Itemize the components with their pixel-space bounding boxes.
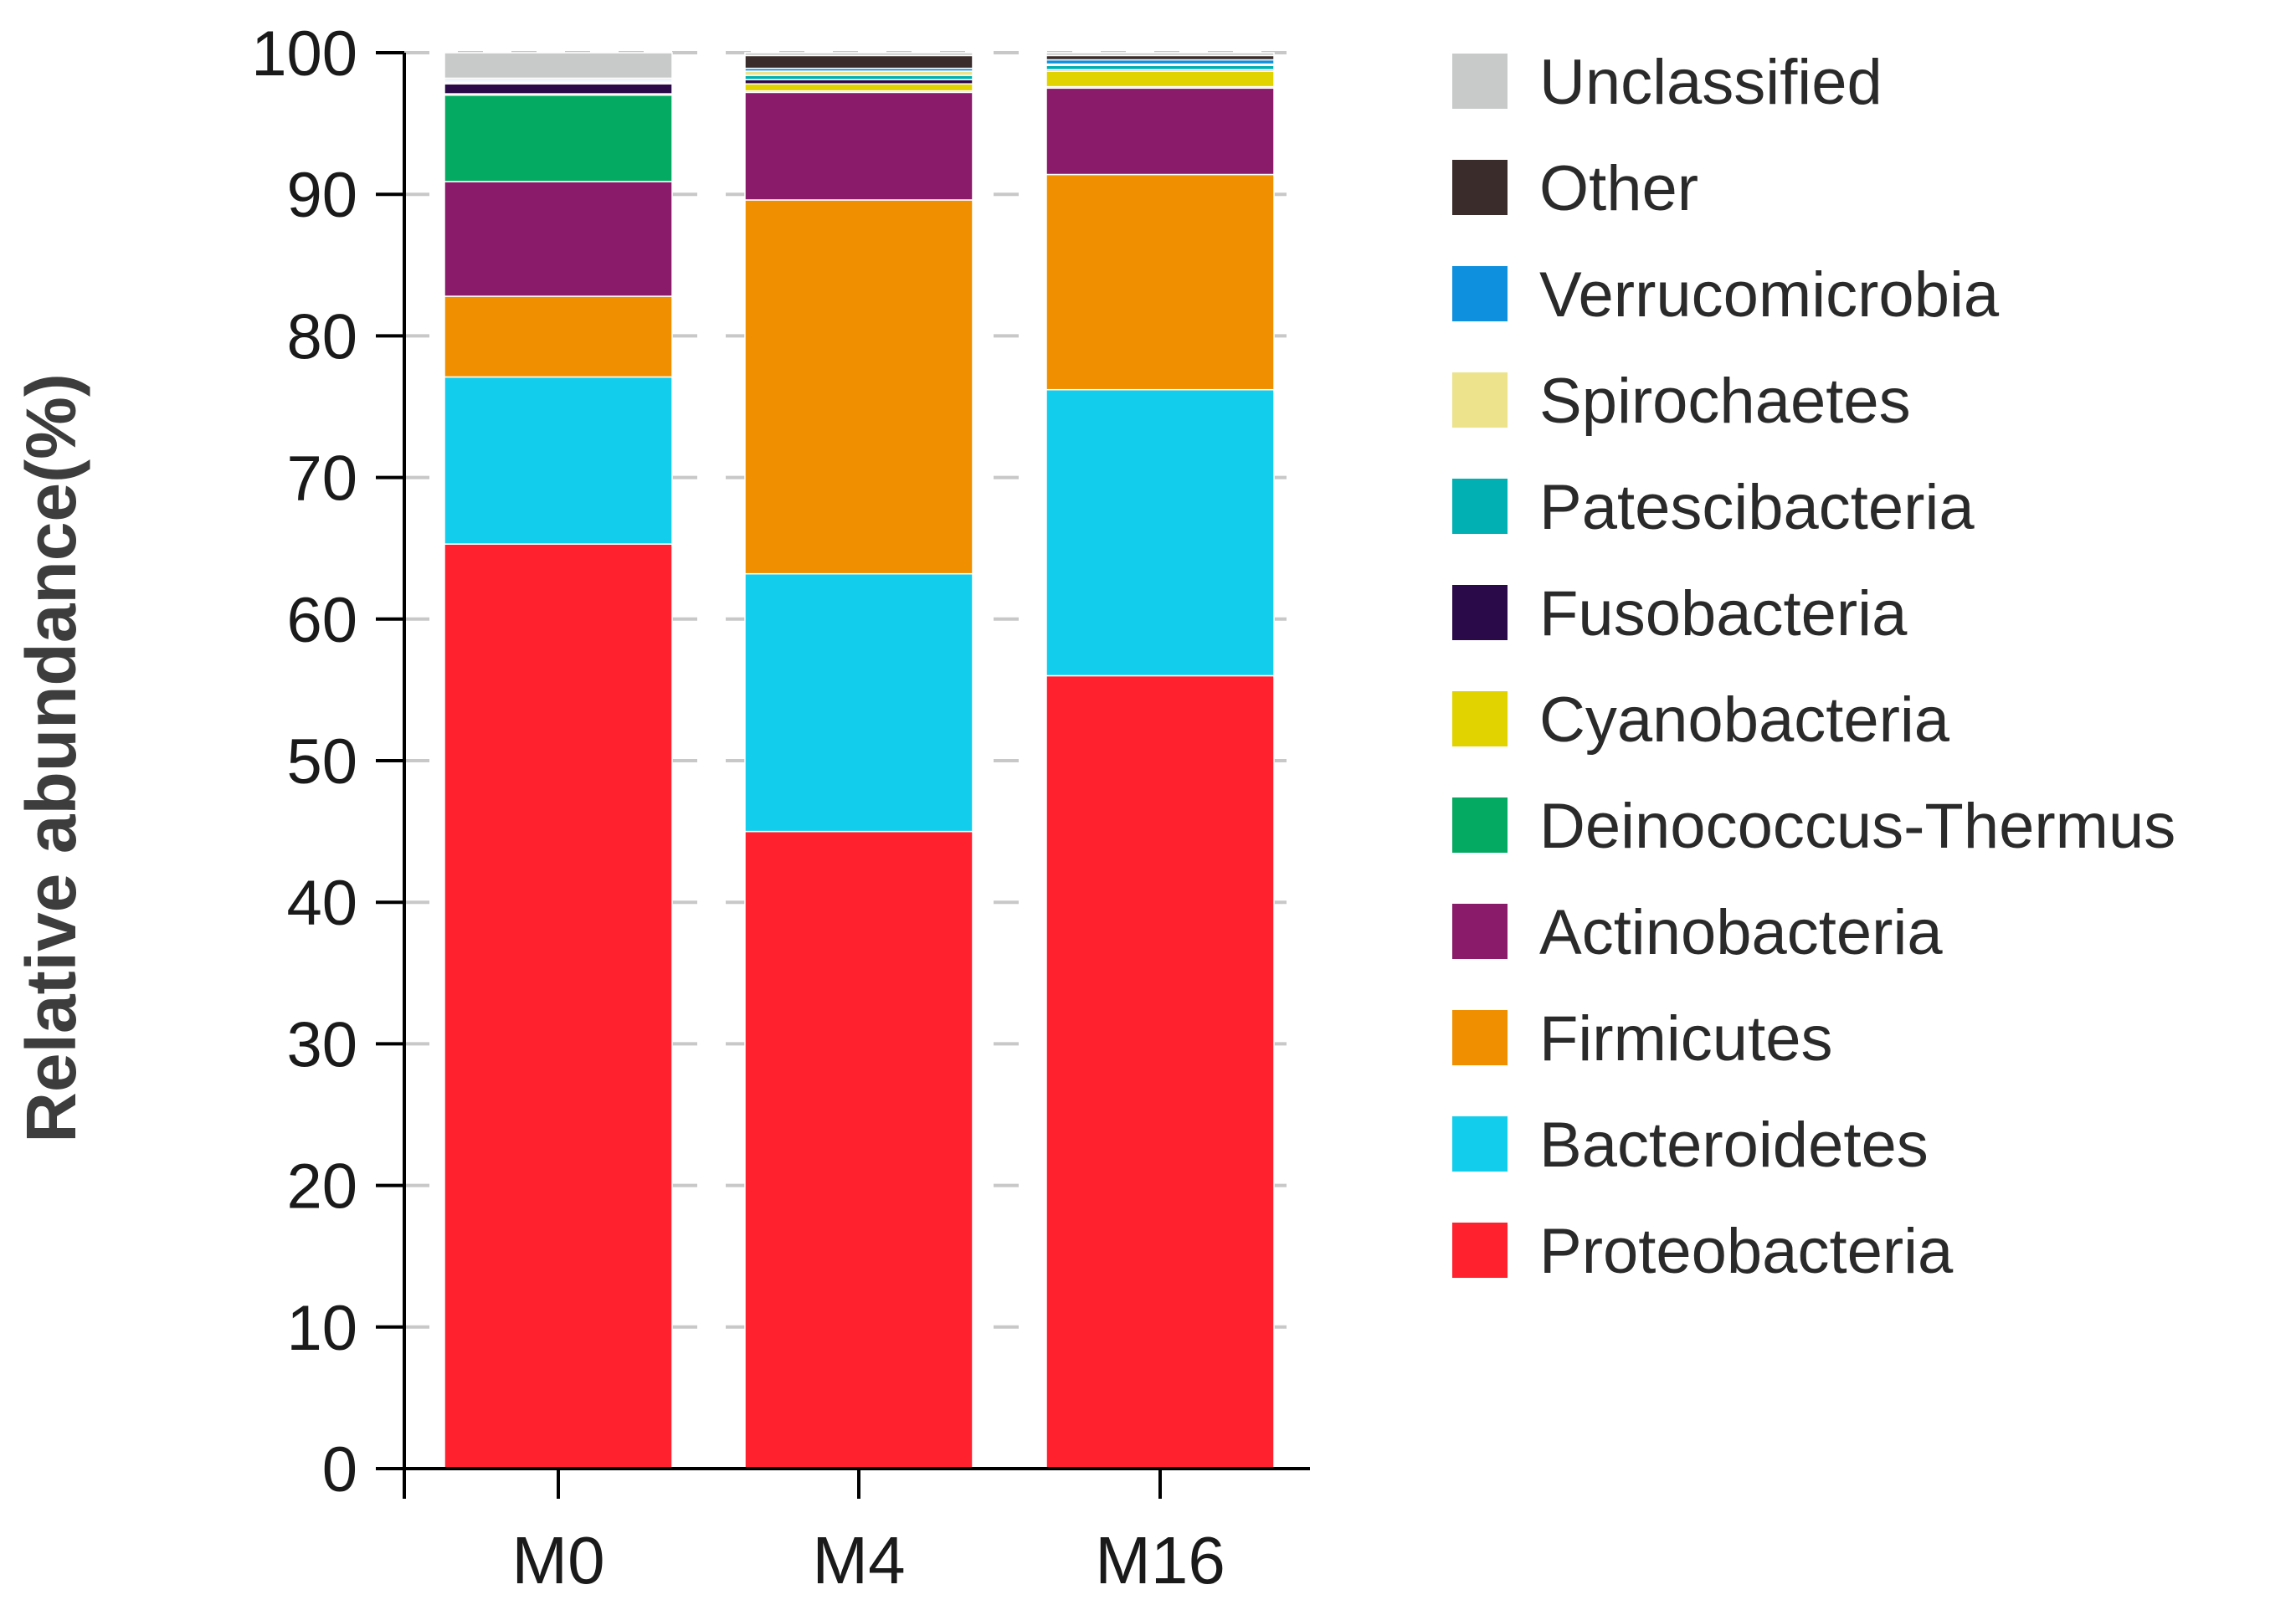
legend-swatch [1452,1010,1508,1065]
x-tick-label: M0 [511,1523,604,1597]
bar-segment-M4-unclassified [744,52,973,57]
legend-label: Patescibacteria [1539,472,1975,543]
bar-segment-M0-actinobacteria [444,181,673,297]
legend-swatch [1452,797,1508,853]
bar-segment-M16-other [1045,54,1275,61]
y-tick-label: 50 [286,726,357,797]
bar-segment-M4-firmicutes [744,199,973,575]
bar-stacks [444,52,1275,1469]
legend-label: Bacteroidetes [1539,1110,1929,1181]
legend-item-verrucomicrobia: Verrucomicrobia [1452,259,2000,331]
legend-item-spirochaetes: Spirochaetes [1452,366,1911,437]
bar-segment-M4-patescibacteria [744,74,973,80]
legend-swatch [1452,266,1508,321]
y-tick-label: 90 [286,160,357,231]
bar-segment-M0-fusobacteria [444,83,673,95]
bar-segment-M0-firmicutes [444,295,673,378]
y-tick-label: 60 [286,585,357,656]
bar-segment-M16-proteobacteria [1045,674,1275,1469]
legend-item-other: Other [1452,153,1698,224]
legend-label: Verrucomicrobia [1539,259,2000,331]
bar-segment-M16-cyanobacteria [1045,70,1275,88]
legend-swatch [1452,1223,1508,1278]
x-axis-ticks: M0 M4 M16 [403,1469,1225,1597]
y-tick-label: 40 [286,868,357,939]
bar-segment-M4-cyanobacteria [744,83,973,92]
legend-label: Actinobacteria [1539,897,1943,968]
legend: Unclassified Other Verrucomicrobia Spirocha… [1452,47,2175,1287]
legend-item-cyanobacteria: Cyanobacteria [1452,685,1950,756]
y-tick-label: 100 [251,18,357,90]
bar-segment-M4-fusobacteria [744,79,973,85]
bar-stack-M16 [1045,52,1275,1469]
legend-item-actinobacteria: Actinobacteria [1452,897,1943,968]
legend-label: Firmicutes [1539,1003,1832,1074]
legend-label: Proteobacteria [1539,1216,1954,1287]
bar-segment-M4-actinobacteria [744,91,973,201]
legend-item-fusobacteria: Fusobacteria [1452,578,1908,649]
legend-label: Cyanobacteria [1539,685,1950,756]
bar-segment-M0-proteobacteria [444,543,673,1469]
legend-item-bacteroidetes: Bacteroidetes [1452,1110,1929,1181]
legend-item-deinococcus-thermus: Deinococcus-Thermus [1452,791,2175,862]
y-tick-label: 10 [286,1293,357,1364]
bar-segment-M4-proteobacteria [744,830,973,1469]
legend-swatch [1452,691,1508,746]
y-axis-ticks: 0 10 20 30 40 50 60 70 80 90 100 [251,18,404,1505]
y-tick-label: 30 [286,1009,357,1080]
x-tick-label: M16 [1095,1523,1225,1597]
y-axis-title: Relative abundance(%) [12,373,90,1143]
bar-segment-M0-deinococcus-thermus [444,95,673,182]
legend-item-firmicutes: Firmicutes [1452,1003,1832,1074]
bar-segment-M16-bacteroidetes [1045,388,1275,677]
y-tick-label: 0 [322,1434,357,1505]
legend-item-patescibacteria: Patescibacteria [1452,472,1975,543]
bar-segment-M16-actinobacteria [1045,87,1275,176]
bar-stack-M4 [744,52,973,1469]
bar-segment-M4-other [744,54,973,69]
legend-label: Unclassified [1539,47,1883,118]
bar-segment-M16-firmicutes [1045,173,1275,391]
bar-stack-M0 [444,52,673,1469]
bar-segment-M16-patescibacteria [1045,64,1275,71]
bar-segment-M16-verrucomicrobia [1045,59,1275,65]
legend-swatch [1452,479,1508,534]
y-tick-label: 70 [286,444,357,515]
bar-segment-M4-bacteroidetes [744,572,973,833]
y-tick-label: 80 [286,301,357,372]
bar-segment-M0-bacteroidetes [444,376,673,545]
bar-segment-M0-unclassified [444,52,673,79]
legend-label: Spirochaetes [1539,366,1911,437]
bar-segment-M4-spirochaetes [744,70,973,76]
legend-swatch [1452,904,1508,959]
legend-label: Deinococcus-Thermus [1539,791,2175,862]
legend-swatch [1452,1116,1508,1172]
legend-item-proteobacteria: Proteobacteria [1452,1216,1954,1287]
legend-swatch [1452,54,1508,109]
y-tick-label: 20 [286,1151,357,1223]
legend-swatch [1452,585,1508,640]
legend-label: Fusobacteria [1539,578,1908,649]
bar-segment-M16-unclassified [1045,52,1275,57]
legend-swatch [1452,160,1508,215]
x-tick-label: M4 [812,1523,905,1597]
legend-label: Other [1539,153,1698,224]
legend-swatch [1452,372,1508,428]
legend-item-unclassified: Unclassified [1452,47,1883,118]
